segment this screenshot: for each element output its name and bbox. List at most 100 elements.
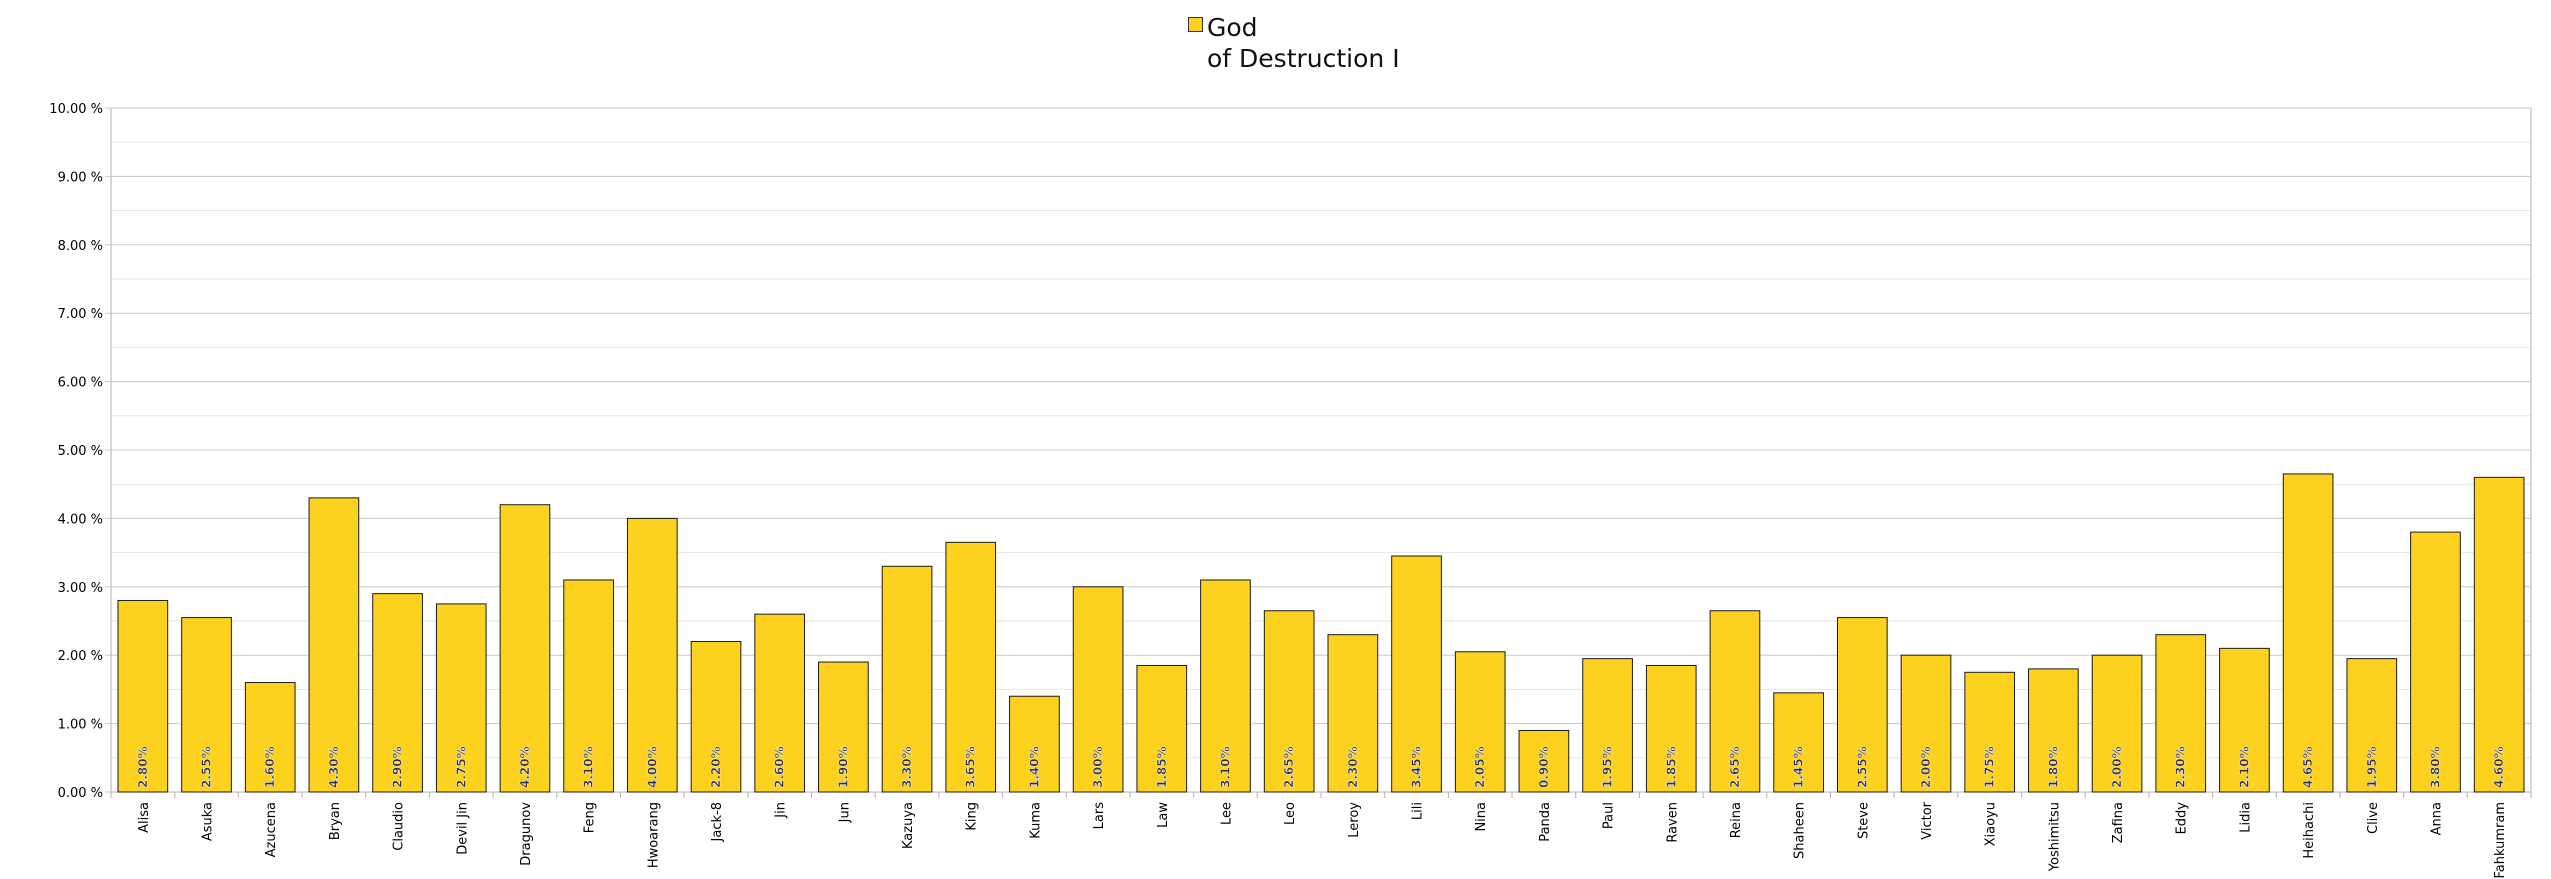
data-label: 1.40% <box>1027 746 1041 788</box>
x-category-label: Lidia <box>2238 802 2253 833</box>
legend-series-name: God of Destruction I <box>1207 13 1400 73</box>
data-label: 4.00% <box>645 746 659 788</box>
x-category-label: Lee <box>1219 802 1234 825</box>
data-label: 1.80% <box>2046 746 2060 788</box>
bar-hwoarang <box>626 517 678 793</box>
data-label: 0.90% <box>1537 746 1551 788</box>
x-category-label: Hwoarang <box>646 802 661 868</box>
x-category-label: Clive <box>2366 802 2381 834</box>
bar-leroy <box>1327 634 1379 793</box>
y-tick-label: 4.00 % <box>58 512 103 527</box>
x-category-label: Paul <box>1602 802 1617 829</box>
bar-zafina <box>2091 654 2143 793</box>
x-category-label: Kazuya <box>901 802 916 849</box>
x-category-label: Raven <box>1665 802 1680 843</box>
data-label: 4.30% <box>327 746 341 788</box>
bar-lidia <box>2219 647 2270 793</box>
y-tick-label: 2.00 % <box>58 649 103 664</box>
legend-swatch <box>1188 17 1203 32</box>
data-label: 2.90% <box>391 746 405 788</box>
x-category-label: Nina <box>1474 802 1489 832</box>
data-label: 2.00% <box>1919 746 1933 788</box>
x-category-label: Lili <box>1411 802 1426 820</box>
bar-leo <box>1263 610 1315 793</box>
bar-reina <box>1709 610 1761 793</box>
data-label: 2.05% <box>1473 746 1487 788</box>
x-category-label: Leroy <box>1347 802 1362 838</box>
data-label: 2.55% <box>1855 746 1869 788</box>
data-label: 3.10% <box>1218 746 1232 788</box>
x-category-label: Alisa <box>137 802 152 833</box>
x-category-label: Steve <box>1856 802 1871 839</box>
data-label: 2.75% <box>454 746 468 788</box>
x-category-label: Panda <box>1538 802 1553 842</box>
x-category-label: Feng <box>583 802 598 833</box>
bar-azucena <box>244 682 296 793</box>
data-label: 3.10% <box>582 746 596 788</box>
bar-panda <box>1518 729 1570 793</box>
data-label: 2.55% <box>200 746 214 788</box>
y-tick-label: 0.00 % <box>58 786 103 801</box>
data-label: 2.65% <box>1728 746 1742 788</box>
data-label: 2.00% <box>2110 746 2124 788</box>
bar-heihachi <box>2282 473 2334 793</box>
x-category-label: Jin <box>774 802 789 819</box>
x-category-label: Victor <box>1920 801 1935 839</box>
bar-king <box>945 541 997 793</box>
bar-jun <box>818 661 869 793</box>
y-tick-label: 5.00 % <box>58 444 103 459</box>
bar-anna <box>2410 531 2461 793</box>
data-label: 2.10% <box>2237 746 2251 788</box>
x-category-label: Law <box>1156 802 1171 828</box>
x-category-label: Lars <box>1092 802 1107 830</box>
bar-fahkumram <box>2473 476 2525 793</box>
data-label: 1.90% <box>836 746 850 788</box>
bar-raven <box>1645 664 1697 793</box>
legend: God of Destruction I <box>1188 12 1400 74</box>
data-label: 1.45% <box>1792 746 1806 788</box>
y-tick-label: 1.00 % <box>58 718 103 733</box>
bar-bryan <box>308 497 360 793</box>
data-label: 1.85% <box>1155 746 1169 788</box>
data-label: 4.20% <box>518 746 532 788</box>
x-category-label: Jack-8 <box>710 802 725 842</box>
y-tick-label: 8.00 % <box>58 239 103 254</box>
bar-devil-jin <box>435 603 487 793</box>
x-category-label: Yoshimitsu <box>2047 802 2062 872</box>
x-category-label: Xiaoyu <box>1984 802 1999 846</box>
bar-yoshimitsu <box>2028 668 2079 793</box>
bar-paul <box>1582 658 1633 793</box>
data-label: 1.75% <box>1983 746 1997 788</box>
data-label: 1.85% <box>1664 746 1678 788</box>
bar-victor <box>1900 654 1952 793</box>
bar-lili <box>1391 555 1442 793</box>
data-label: 1.60% <box>263 746 277 788</box>
x-category-label: Dragunov <box>519 802 534 866</box>
data-label: 2.65% <box>1282 746 1296 788</box>
data-label: 3.80% <box>2428 746 2442 788</box>
y-tick-label: 10.00 % <box>49 102 103 117</box>
bar-xiaoyu <box>1964 671 2016 793</box>
bar-clive <box>2346 658 2398 793</box>
bar-lee <box>1200 579 1251 793</box>
bar-law <box>1136 664 1188 793</box>
bar-eddy <box>2155 634 2207 793</box>
x-category-label: King <box>965 802 980 831</box>
x-category-label: Shaheen <box>1793 802 1808 859</box>
bar-feng <box>563 579 614 793</box>
y-tick-label: 7.00 % <box>58 307 103 322</box>
x-category-label: Reina <box>1729 802 1744 838</box>
x-category-label: Asuka <box>201 802 216 841</box>
data-label: 4.60% <box>2492 746 2506 788</box>
data-label: 1.95% <box>2365 746 2379 788</box>
y-tick-label: 3.00 % <box>58 581 103 596</box>
data-label: 3.65% <box>964 746 978 788</box>
bar-kuma <box>1009 695 1060 793</box>
x-category-label: Bryan <box>328 802 343 840</box>
bar-jin <box>754 613 806 793</box>
x-category-label: Anna <box>2429 802 2444 835</box>
data-label: 2.80% <box>136 746 150 788</box>
bar-steve <box>1836 617 1888 793</box>
x-category-label: Heihachi <box>2302 802 2317 859</box>
